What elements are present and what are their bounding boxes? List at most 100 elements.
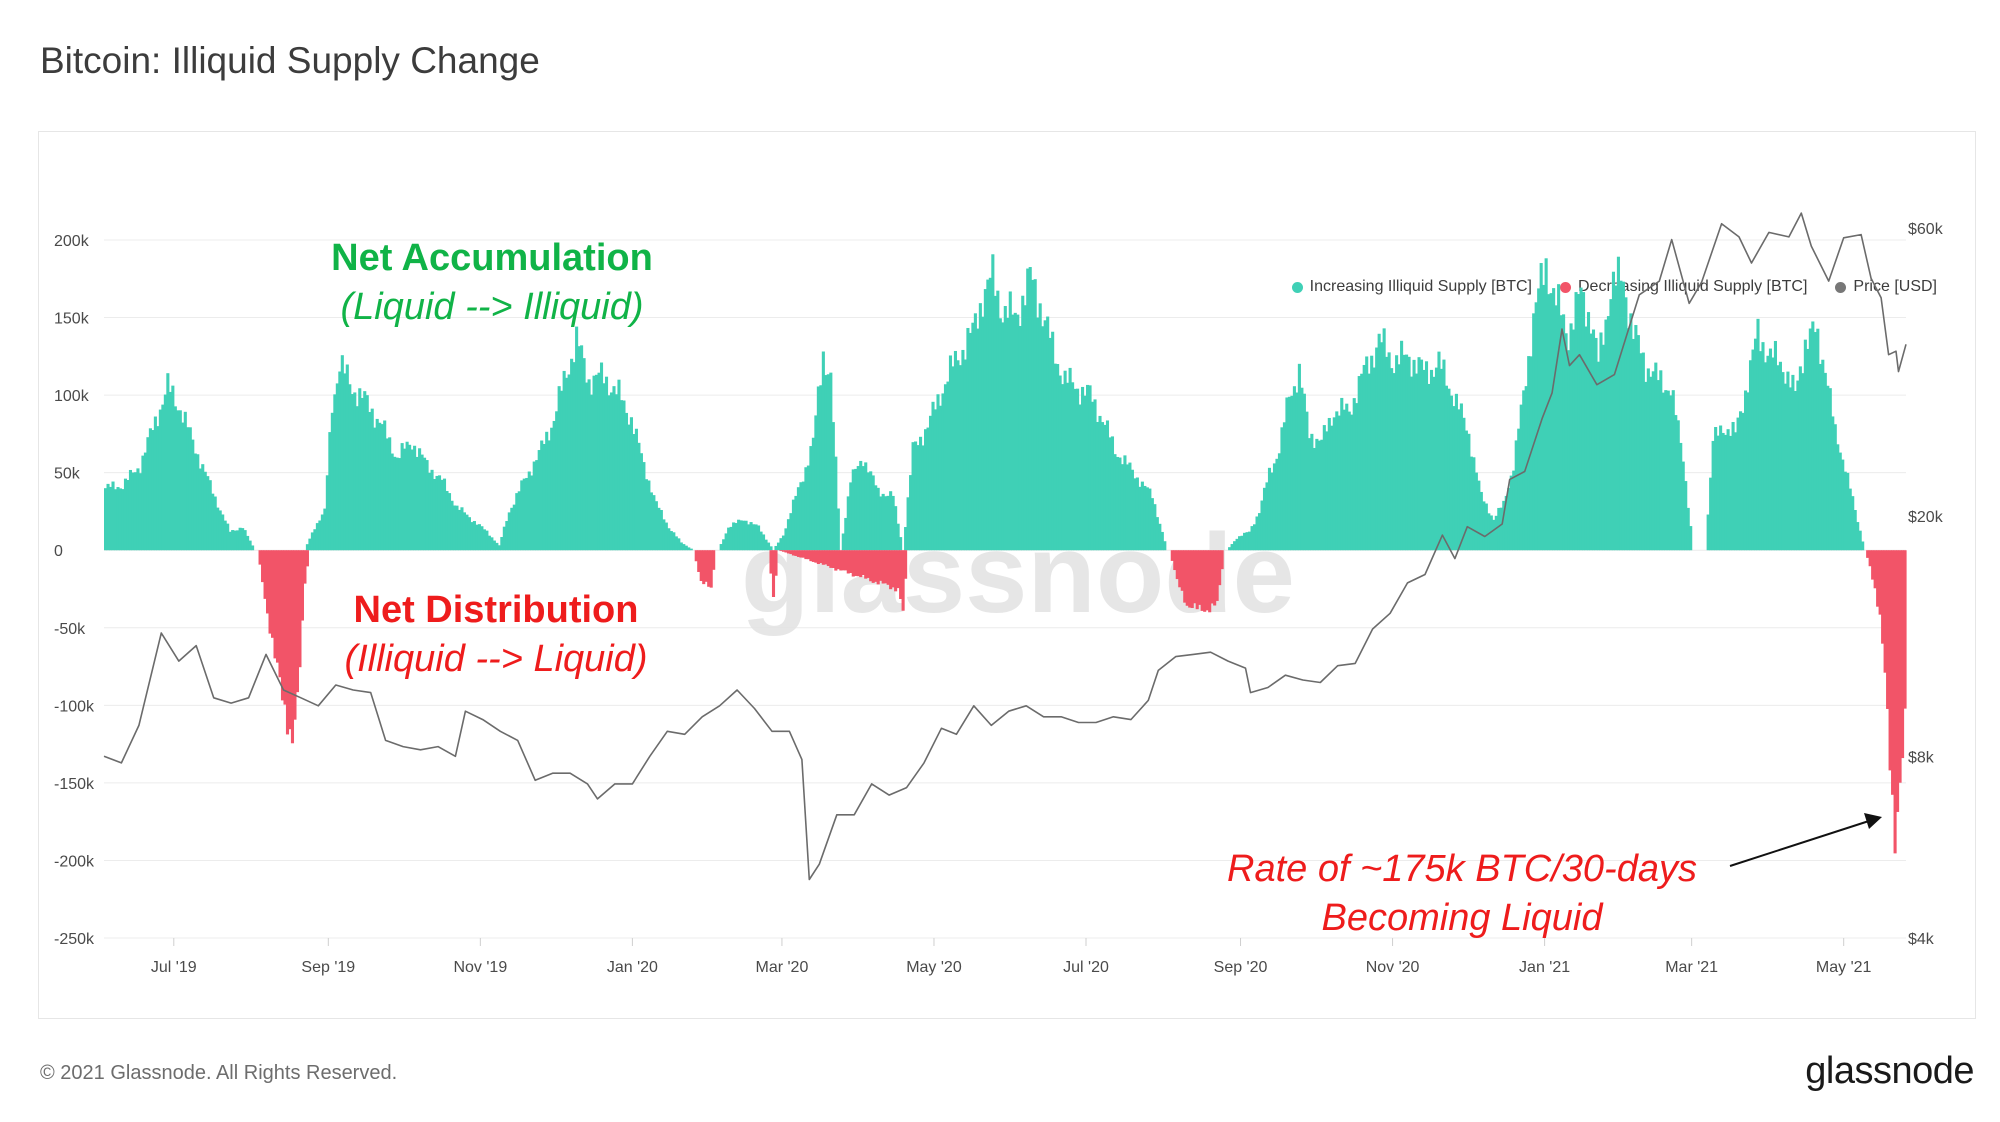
bar-increasing xyxy=(1427,383,1431,551)
bar-increasing xyxy=(1006,317,1010,551)
bar-increasing xyxy=(413,445,417,551)
bar-decreasing xyxy=(278,550,282,678)
bar-increasing xyxy=(849,482,853,551)
y-tick-label: -50k xyxy=(54,621,86,638)
bar-increasing xyxy=(126,479,130,551)
bar-increasing xyxy=(1086,384,1090,551)
bar-increasing xyxy=(1011,314,1015,551)
bar-increasing xyxy=(1265,482,1269,551)
bar-increasing xyxy=(457,509,462,551)
bar-increasing xyxy=(505,521,509,551)
bar-increasing xyxy=(1145,487,1149,551)
bar-increasing xyxy=(1297,363,1301,551)
bar-increasing xyxy=(1783,383,1787,551)
bar-increasing xyxy=(597,372,601,551)
bar-decreasing xyxy=(1178,550,1182,588)
bar-increasing xyxy=(764,539,768,551)
bar-increasing xyxy=(1419,359,1424,551)
bar-decreasing xyxy=(1883,550,1887,673)
bar-increasing xyxy=(1858,530,1862,551)
bar-increasing xyxy=(1487,513,1491,551)
bar-increasing xyxy=(1110,436,1115,551)
bar-increasing xyxy=(722,539,726,551)
bar-increasing xyxy=(590,394,594,551)
bar-increasing xyxy=(405,441,409,551)
legend-item-price[interactable]: Price [USD] xyxy=(1835,278,1937,296)
bar-increasing xyxy=(375,418,379,551)
bar-increasing xyxy=(1831,416,1835,551)
bar-increasing xyxy=(1248,531,1252,551)
bar-increasing xyxy=(854,468,858,551)
bar-increasing xyxy=(305,544,309,551)
bar-increasing xyxy=(759,531,763,551)
bar-increasing xyxy=(986,279,990,551)
bar-decreasing xyxy=(1213,550,1217,606)
bar-increasing xyxy=(1038,303,1042,551)
bar-increasing xyxy=(1679,442,1683,551)
bar-increasing xyxy=(841,533,845,551)
bar-increasing xyxy=(1305,411,1309,551)
bar-decreasing xyxy=(712,550,716,570)
bar-decreasing xyxy=(1183,550,1187,603)
bar-increasing xyxy=(1761,342,1765,551)
bar-increasing xyxy=(1629,313,1633,551)
bar-decreasing xyxy=(814,550,818,563)
bar-increasing xyxy=(754,524,758,551)
bar-increasing xyxy=(786,519,791,551)
bar-increasing xyxy=(1746,392,1750,551)
bar-increasing xyxy=(1016,314,1020,551)
bar-decreasing xyxy=(1215,550,1219,601)
bar-decreasing xyxy=(781,550,786,552)
bar-increasing xyxy=(1098,415,1102,551)
bar-increasing xyxy=(1429,369,1434,551)
bar-increasing xyxy=(941,393,945,551)
bar-increasing xyxy=(1340,397,1344,551)
bar-increasing xyxy=(1128,462,1132,551)
legend-item-decreasing[interactable]: Decreasing Illiquid Supply [BTC] xyxy=(1559,278,1807,296)
bar-increasing xyxy=(844,517,848,551)
bar-increasing xyxy=(557,386,561,551)
annotation-accumulation-title: Net Accumulation xyxy=(331,237,653,279)
annotation-arrow-head xyxy=(1864,813,1882,829)
bar-decreasing xyxy=(824,550,828,565)
bar-increasing xyxy=(1158,523,1162,551)
bar-increasing xyxy=(948,355,953,551)
bar-increasing xyxy=(465,514,469,551)
copyright-footer: © 2021 Glassnode. All Rights Reserved. xyxy=(40,1062,398,1084)
bar-increasing xyxy=(388,437,392,551)
bar-increasing xyxy=(1609,299,1613,551)
bar-increasing xyxy=(1634,325,1638,551)
bar-increasing xyxy=(1285,397,1289,551)
y-tick-label: -100k xyxy=(54,698,95,715)
bar-increasing xyxy=(355,406,359,551)
bar-decreasing xyxy=(864,550,868,579)
bar-increasing xyxy=(587,379,591,551)
bar-increasing xyxy=(1302,393,1306,551)
bar-increasing xyxy=(1512,470,1516,551)
bar-increasing xyxy=(1517,428,1521,551)
bar-increasing xyxy=(1130,469,1134,551)
bar-increasing xyxy=(1801,373,1805,551)
bar-decreasing xyxy=(305,550,309,567)
bar-increasing xyxy=(1554,305,1558,551)
bar-increasing xyxy=(1245,532,1249,551)
y-tick-label: 150k xyxy=(54,311,90,328)
bar-increasing xyxy=(829,372,833,551)
bar-decreasing xyxy=(874,550,878,582)
bar-decreasing xyxy=(697,550,701,572)
bar-increasing xyxy=(121,489,125,551)
legend-item-increasing[interactable]: Increasing Illiquid Supply [BTC] xyxy=(1291,278,1532,296)
bar-decreasing xyxy=(1198,550,1202,605)
bar-increasing xyxy=(752,524,756,551)
bar-increasing xyxy=(1018,325,1022,551)
bar-increasing xyxy=(1651,371,1655,551)
bar-decreasing xyxy=(799,550,803,558)
bar-increasing xyxy=(216,507,220,551)
bar-increasing xyxy=(826,374,830,551)
bar-increasing xyxy=(148,428,152,551)
bar-increasing xyxy=(442,478,447,551)
bar-increasing xyxy=(1315,438,1319,551)
bar-decreasing xyxy=(1173,550,1177,571)
bar-increasing xyxy=(585,382,589,551)
bar-increasing xyxy=(1282,422,1286,551)
